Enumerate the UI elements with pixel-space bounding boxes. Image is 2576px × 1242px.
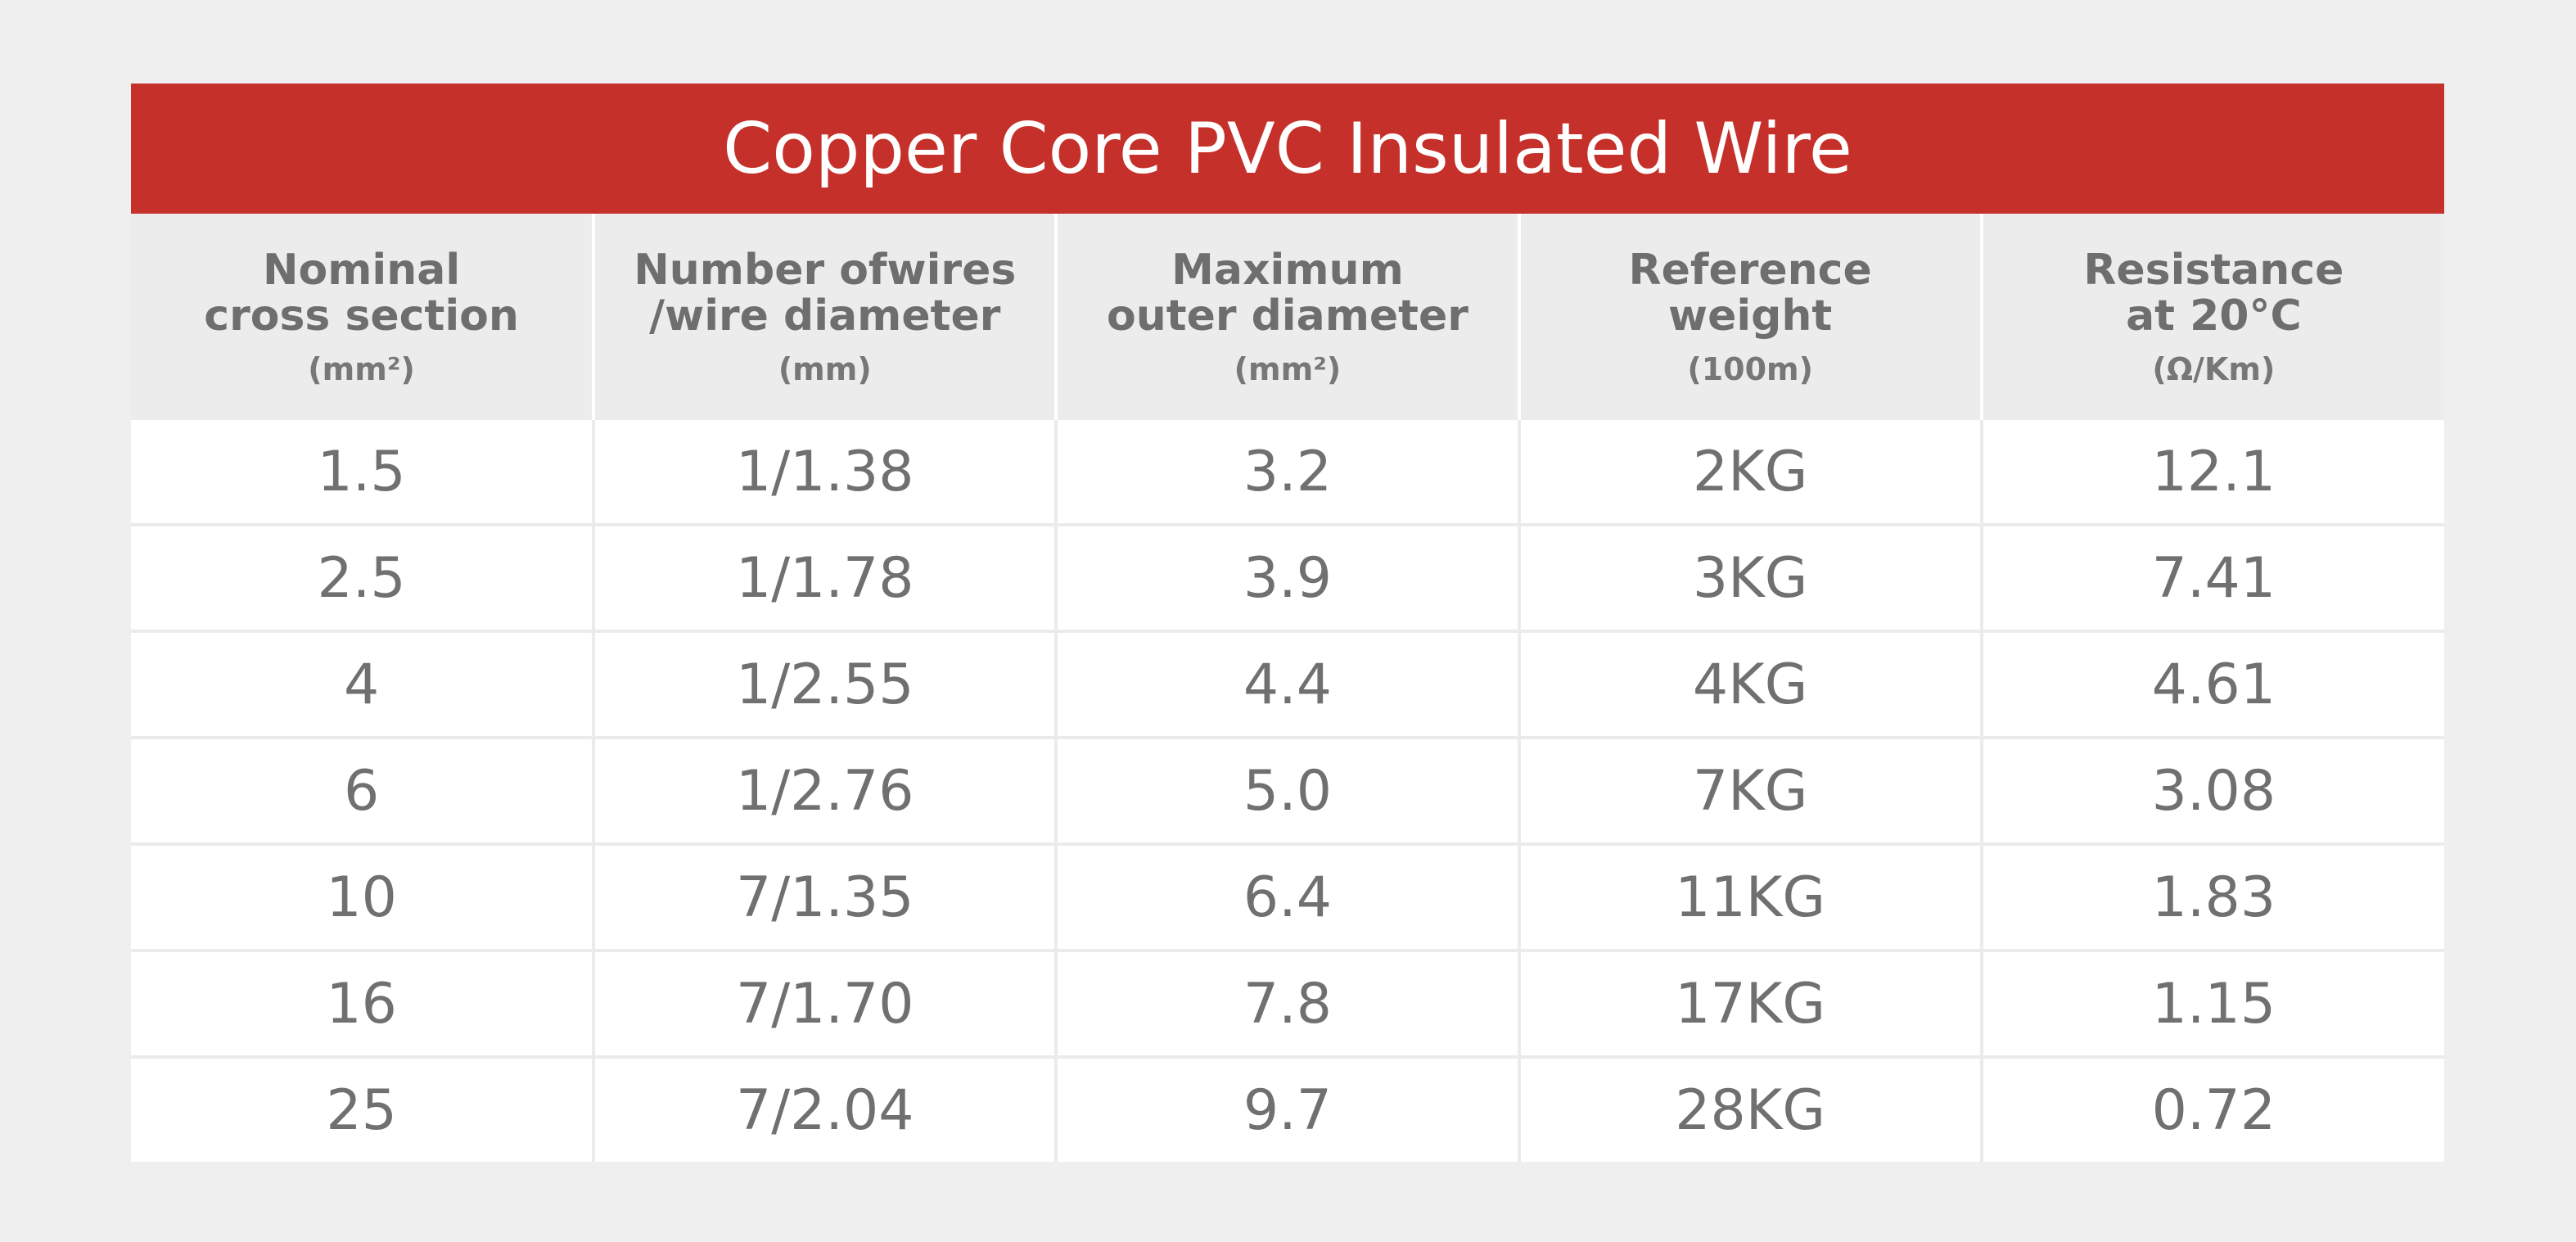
cell-resistance: 1.15 [1979,949,2444,1057]
cell-cross-section: 1.5 [317,439,406,504]
header-line-2: at 20°C [2126,291,2302,341]
table-row: 4 1/2.55 4.4 4KG 4.61 [131,630,2444,738]
header-unit: (mm) [778,351,872,387]
header-line-1: Number ofwires [634,246,1017,295]
cell-cross-section: 16 [131,949,594,1057]
cell-outer-diameter: 3.2 [1054,420,1519,525]
cell-outer-diameter: 3.9 [1054,523,1519,631]
header-unit: (100m) [1687,351,1813,387]
header-unit: (Ω/Km) [2152,351,2276,387]
table-row: 10 7/1.35 6.4 11KG 1.83 [131,842,2444,951]
cell-resistance: 1.83 [1979,842,2444,951]
header-unit: (mm²) [1234,351,1342,387]
header-line-2: /wire diameter [649,291,1001,341]
cell-outer-diameter: 5.0 [1054,736,1519,844]
table-row: 6 1/2.76 5.0 7KG 3.08 [131,736,2444,844]
cell-cross-section: 25 [131,1055,594,1162]
cell-reference-weight: 11KG [1517,842,1982,951]
cell-cross-section: 2.5 [131,523,594,631]
cell-reference-weight: 3KG [1517,523,1982,631]
cell-wires-diameter: 1/1.78 [592,523,1057,631]
cell-outer-diameter: 9.7 [1054,1055,1519,1162]
cell-reference-weight: 17KG [1517,949,1982,1057]
cell-wires-diameter: 7/1.35 [592,842,1057,951]
cell-wires-diameter: 7/1.70 [592,949,1057,1057]
header-row: Nominal cross section (mm²) Number ofwir… [131,214,2444,420]
header-line-2: weight [1668,291,1833,341]
cell-wires-diameter: 1/2.55 [592,630,1057,738]
column-header-reference-weight: Reference weight (100m) [1517,214,1982,420]
cell-outer-diameter: 6.4 [1054,842,1519,951]
header-line-1: Resistance [2083,246,2344,295]
cell-resistance: 0.72 [1979,1055,2444,1162]
header-line-1: Reference [1628,246,1872,295]
cell-wires-diameter: 7/2.04 [592,1055,1057,1162]
cell-reference-weight: 4KG [1517,630,1982,738]
cell-outer-diameter: 4.4 [1054,630,1519,738]
spec-table: Nominal cross section (mm²) Number ofwir… [131,214,2444,1162]
header-line-1: Nominal [263,246,461,295]
cell-resistance: 3.08 [1979,736,2444,844]
cell-cross-section: 4 [131,630,594,738]
column-header-resistance: Resistance at 20°C (Ω/Km) [1979,214,2444,420]
table-row: 16 7/1.70 7.8 17KG 1.15 [131,949,2444,1057]
header-line-1: Maximum [1171,246,1404,295]
cell-resistance: 12.1 [1979,420,2444,525]
cell-cross-section: 6 [131,736,594,844]
header-unit: (mm²) [308,351,415,387]
cell-wires-diameter: 1/2.76 [592,736,1057,844]
cell-reference-weight: 2KG [1517,420,1982,525]
spec-sheet: Copper Core PVC Insulated Wire Nominal c… [131,84,2444,1162]
cell-reference-weight: 7KG [1517,736,1982,844]
table-row: 2.5 1/1.78 3.9 3KG 7.41 [131,523,2444,631]
column-header-cross-section: Nominal cross section (mm²) [131,214,594,420]
cell-outer-diameter: 7.8 [1054,949,1519,1057]
column-header-outer-diameter: Maximum outer diameter (mm²) [1054,214,1519,420]
cell-resistance: 7.41 [1979,523,2444,631]
cell-cross-section: 10 [131,842,594,951]
table-title: Copper Core PVC Insulated Wire [131,84,2444,214]
table-row: 1.5 1/1.38 3.2 2KG 12.1 [131,420,2444,525]
cell-resistance: 4.61 [1979,630,2444,738]
cell-reference-weight: 28KG [1517,1055,1982,1162]
table-row: 25 7/2.04 9.7 28KG 0.72 [131,1055,2444,1162]
column-header-wires-diameter: Number ofwires /wire diameter (mm) [592,214,1057,420]
header-line-2: outer diameter [1106,291,1468,341]
header-line-2: cross section [204,291,519,341]
cell-wires-diameter: 1/1.38 [592,420,1057,525]
